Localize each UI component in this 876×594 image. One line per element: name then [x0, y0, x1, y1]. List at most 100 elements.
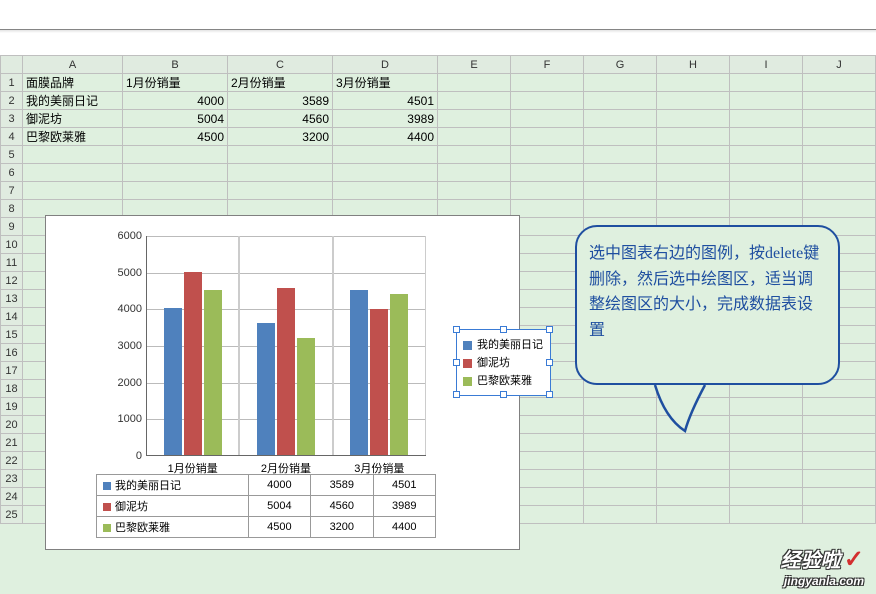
legend-item[interactable]: 御泥坊 — [463, 354, 544, 372]
cell[interactable] — [803, 452, 876, 470]
cell[interactable] — [438, 128, 511, 146]
row-header[interactable]: 3 — [1, 110, 23, 128]
cell[interactable] — [228, 164, 333, 182]
cell[interactable] — [333, 164, 438, 182]
cell[interactable] — [803, 488, 876, 506]
row-header[interactable]: 16 — [1, 344, 23, 362]
cell[interactable] — [730, 416, 803, 434]
cell[interactable] — [511, 92, 584, 110]
cell[interactable] — [438, 74, 511, 92]
cell[interactable] — [584, 398, 657, 416]
cell[interactable] — [657, 470, 730, 488]
cell[interactable] — [123, 164, 228, 182]
cell[interactable] — [657, 200, 730, 218]
cell[interactable] — [803, 506, 876, 524]
selection-handle[interactable] — [546, 391, 553, 398]
cell[interactable] — [123, 146, 228, 164]
legend-item[interactable]: 我的美丽日记 — [463, 336, 544, 354]
column-header[interactable]: J — [803, 56, 876, 74]
cell[interactable]: 4000 — [123, 92, 228, 110]
cell[interactable]: 3月份销量 — [333, 74, 438, 92]
column-header[interactable]: B — [123, 56, 228, 74]
cell[interactable] — [730, 164, 803, 182]
chart-legend[interactable]: 我的美丽日记御泥坊巴黎欧莱雅 — [456, 329, 551, 396]
column-header[interactable]: G — [584, 56, 657, 74]
cell[interactable]: 3200 — [228, 128, 333, 146]
cell[interactable] — [584, 92, 657, 110]
cell[interactable] — [23, 182, 123, 200]
cell[interactable] — [438, 146, 511, 164]
cell[interactable] — [730, 110, 803, 128]
cell[interactable] — [584, 164, 657, 182]
row-header[interactable]: 1 — [1, 74, 23, 92]
cell[interactable] — [584, 110, 657, 128]
row-header[interactable]: 22 — [1, 452, 23, 470]
cell[interactable] — [23, 164, 123, 182]
cell[interactable] — [730, 470, 803, 488]
cell[interactable] — [511, 200, 584, 218]
selection-handle[interactable] — [500, 326, 507, 333]
cell[interactable] — [657, 488, 730, 506]
row-header[interactable]: 10 — [1, 236, 23, 254]
cell[interactable] — [511, 470, 584, 488]
column-header[interactable]: C — [228, 56, 333, 74]
cell[interactable] — [803, 74, 876, 92]
select-all-corner[interactable] — [1, 56, 23, 74]
cell[interactable] — [511, 218, 584, 236]
legend-item[interactable]: 巴黎欧莱雅 — [463, 372, 544, 390]
cell[interactable] — [511, 398, 584, 416]
cell[interactable] — [657, 146, 730, 164]
cell[interactable]: 3989 — [333, 110, 438, 128]
cell[interactable]: 面膜品牌 — [23, 74, 123, 92]
cell[interactable] — [584, 416, 657, 434]
cell[interactable] — [511, 128, 584, 146]
row-header[interactable]: 2 — [1, 92, 23, 110]
cell[interactable]: 4501 — [333, 92, 438, 110]
row-header[interactable]: 17 — [1, 362, 23, 380]
cell[interactable] — [511, 74, 584, 92]
cell[interactable] — [657, 164, 730, 182]
row-header[interactable]: 23 — [1, 470, 23, 488]
cell[interactable] — [333, 146, 438, 164]
cell[interactable] — [584, 506, 657, 524]
cell[interactable] — [438, 92, 511, 110]
column-header[interactable]: F — [511, 56, 584, 74]
selection-handle[interactable] — [546, 359, 553, 366]
cell[interactable] — [584, 128, 657, 146]
cell[interactable] — [438, 182, 511, 200]
cell[interactable] — [730, 398, 803, 416]
cell[interactable] — [511, 254, 584, 272]
cell[interactable] — [730, 452, 803, 470]
cell[interactable] — [657, 182, 730, 200]
cell[interactable] — [657, 92, 730, 110]
row-header[interactable]: 20 — [1, 416, 23, 434]
cell[interactable] — [730, 128, 803, 146]
row-header[interactable]: 7 — [1, 182, 23, 200]
cell[interactable] — [584, 200, 657, 218]
row-header[interactable]: 9 — [1, 218, 23, 236]
cell[interactable] — [511, 488, 584, 506]
cell[interactable]: 4400 — [333, 128, 438, 146]
cell[interactable] — [511, 236, 584, 254]
cell[interactable] — [511, 290, 584, 308]
cell[interactable]: 5004 — [123, 110, 228, 128]
chart-plot-area[interactable]: 0100020003000400050006000 1月份销量2月份销量3月份销… — [146, 236, 426, 456]
cell[interactable] — [511, 452, 584, 470]
row-header[interactable]: 15 — [1, 326, 23, 344]
cell[interactable] — [657, 74, 730, 92]
cell[interactable] — [803, 110, 876, 128]
cell[interactable] — [730, 434, 803, 452]
cell[interactable] — [511, 416, 584, 434]
cell[interactable] — [803, 434, 876, 452]
cell[interactable]: 1月份销量 — [123, 74, 228, 92]
cell[interactable] — [511, 146, 584, 164]
cell[interactable] — [730, 506, 803, 524]
cell[interactable] — [730, 182, 803, 200]
row-header[interactable]: 14 — [1, 308, 23, 326]
cell[interactable] — [803, 200, 876, 218]
cell[interactable] — [511, 434, 584, 452]
column-header[interactable]: E — [438, 56, 511, 74]
cell[interactable] — [228, 182, 333, 200]
cell[interactable] — [584, 470, 657, 488]
cell[interactable] — [803, 164, 876, 182]
